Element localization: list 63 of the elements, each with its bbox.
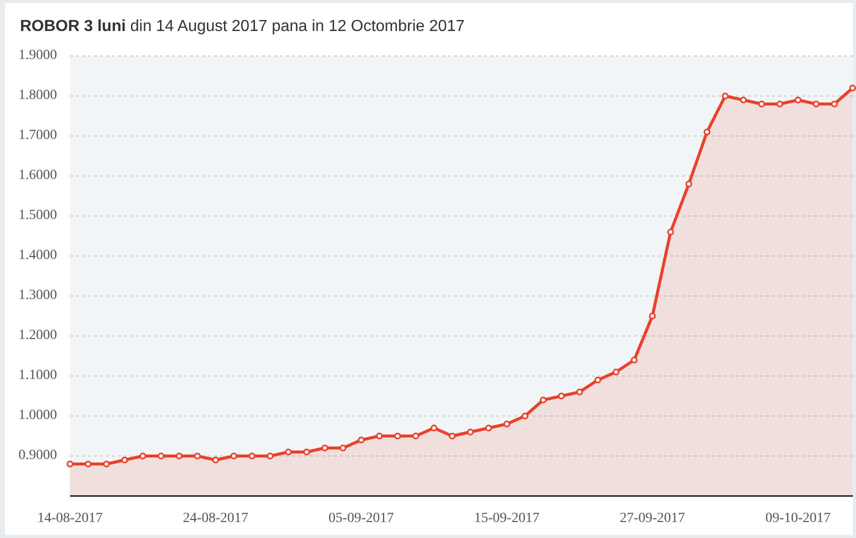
point [812,100,820,108]
point [194,452,201,460]
point [285,448,292,456]
point [576,388,583,396]
point [394,432,401,440]
y-tick-label: 1.5000 [18,208,57,224]
x-tick-label: 27-09-2017 [620,511,686,526]
point [740,96,747,104]
point [321,444,328,452]
y-tick-label: 1.9000 [18,48,57,64]
point [121,456,128,464]
point [84,460,92,468]
y-tick-label: 1.6000 [18,168,57,184]
point [667,228,674,236]
point [467,428,474,436]
point [558,392,565,400]
point [612,368,620,376]
y-tick-label: 1.1000 [18,368,57,384]
point [212,456,219,464]
x-tick-label: 15-09-2017 [474,511,540,526]
point [266,452,274,460]
chart-title: ROBOR 3 luni [20,18,126,35]
x-tick-label: 14-08-2017 [37,511,103,526]
point [649,312,656,320]
point [794,96,802,104]
y-tick-label: 1.0000 [18,408,57,424]
y-tick-label: 1.8000 [18,88,57,104]
point [522,412,528,420]
point [685,180,692,188]
point [503,420,510,428]
point [485,424,492,432]
point [303,448,310,456]
y-tick-label: 1.4000 [18,248,57,264]
point [630,356,638,364]
y-tick-label: 1.2000 [18,328,57,344]
x-tick-label: 24-08-2017 [182,511,248,526]
point [412,432,420,440]
point [722,92,729,100]
chart-subtitle: din 14 August 2017 pana in 12 Octombrie 2017 [129,18,465,35]
point [594,376,602,384]
x-tick-label: 09-10-2017 [765,511,831,526]
point [430,424,438,432]
point [704,128,710,136]
point [758,100,765,108]
x-tick-label: 05-09-2017 [328,511,394,526]
point [376,432,383,440]
point [776,100,784,108]
point [158,452,164,460]
point [358,436,365,444]
point [248,452,256,460]
y-tick-label: 1.7000 [18,128,57,144]
point [139,452,146,460]
point [448,432,456,440]
point [176,452,183,460]
point [340,444,346,452]
y-tick-label: 0.9000 [18,448,57,464]
point [849,84,856,92]
point [540,396,547,404]
y-tick-label: 1.3000 [18,288,57,304]
point [831,100,838,108]
point [103,460,110,468]
point [66,460,74,468]
point [230,452,238,460]
